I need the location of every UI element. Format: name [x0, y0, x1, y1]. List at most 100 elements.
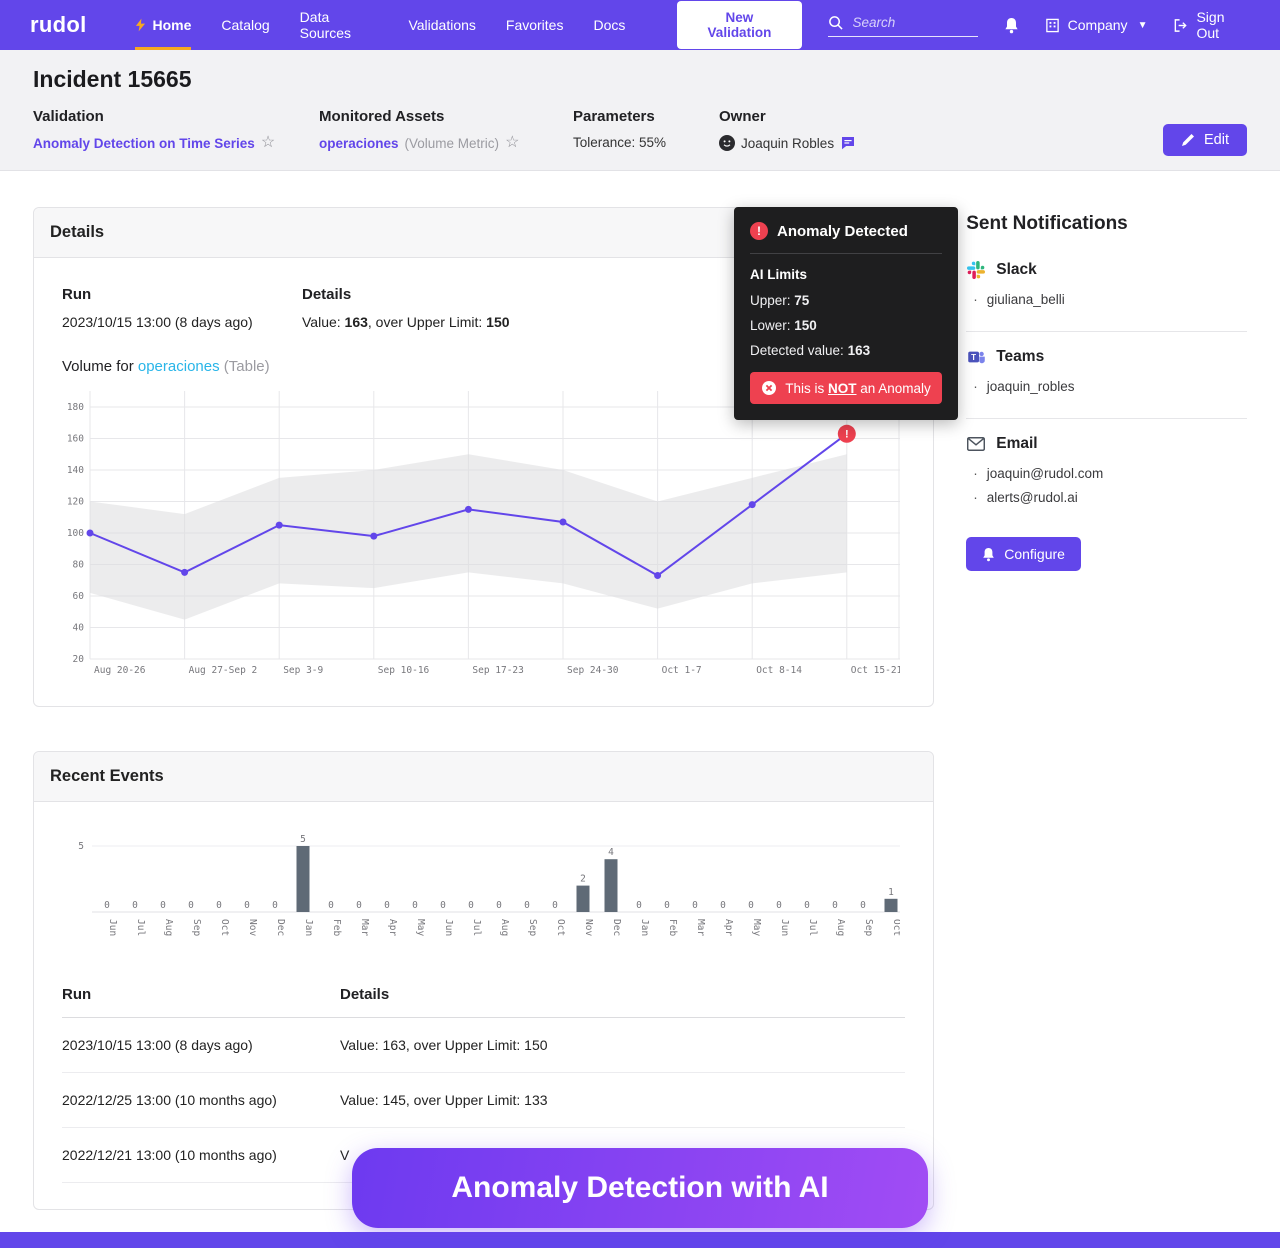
svg-text:Aug 27-Sep 2: Aug 27-Sep 2 [189, 665, 258, 676]
sign-out-button[interactable]: Sign Out [1173, 9, 1250, 41]
favorite-star-icon[interactable]: ☆ [260, 134, 276, 151]
svg-text:0: 0 [776, 900, 782, 911]
recipient: · joaquin_robles [973, 379, 1075, 394]
svg-text:0: 0 [356, 900, 362, 911]
nav-item-data-sources[interactable]: Data Sources [299, 9, 352, 41]
svg-text:160: 160 [67, 434, 84, 445]
volume-line-chart: 20 40 60 80 100 120 140 160 180 Aug 20-26 Aug 27-S… [67, 391, 900, 676]
company-menu[interactable]: Company ▼ [1045, 17, 1147, 33]
svg-text:Aug 20-26: Aug 20-26 [94, 665, 146, 676]
svg-text:100: 100 [67, 528, 84, 539]
validation-label: Validation [33, 108, 104, 125]
svg-text:Oct 1-7: Oct 1-7 [662, 665, 702, 676]
validation-field: Validation Anomaly Detection on Time Ser… [33, 108, 319, 151]
svg-text:May: May [751, 919, 762, 936]
pencil-icon [1181, 133, 1195, 147]
svg-text:Oct: Oct [891, 919, 900, 936]
svg-text:0: 0 [748, 900, 754, 911]
recent-events-title: Recent Events [34, 752, 934, 802]
search-input[interactable] [850, 13, 971, 31]
lower-limit-row: Lower: 150 [750, 318, 817, 333]
brand-logo[interactable]: rudol [30, 12, 87, 37]
table-row: 2022/12/25 13:00 (10 months ago) Value: 1… [62, 1072, 906, 1128]
ai-banner[interactable]: Anomaly Detection with AI [352, 1148, 928, 1228]
svg-text:0: 0 [804, 900, 810, 911]
parameters-label: Parameters [573, 108, 655, 125]
svg-text:Jun: Jun [443, 919, 454, 936]
svg-text:May: May [415, 919, 426, 936]
svg-text:40: 40 [73, 623, 85, 634]
monitored-assets-field: Monitored Assets operaciones (Volume Met… [319, 108, 573, 151]
nav-items: Home Catalog Data Sources Validations Favori… [134, 0, 626, 50]
favorite-star-icon[interactable]: ☆ [505, 134, 520, 151]
svg-text:Apr: Apr [387, 919, 398, 936]
svg-text:Jul: Jul [807, 919, 818, 936]
column-header-run: Run [62, 972, 340, 1018]
svg-text:180: 180 [67, 402, 84, 413]
svg-text:0: 0 [188, 900, 194, 911]
bullet: · [973, 466, 978, 481]
sign-out-label: Sign Out [1196, 9, 1225, 41]
svg-text:140: 140 [67, 465, 84, 476]
asset-type-label: (Volume Metric) [404, 135, 500, 151]
svg-text:0: 0 [412, 900, 418, 911]
chat-icon[interactable] [840, 135, 856, 151]
nav-item-favorites[interactable]: Favorites [505, 17, 564, 33]
svg-text:Aug: Aug [835, 919, 846, 936]
channel-name: Email [996, 435, 1038, 452]
validation-link[interactable]: Anomaly Detection on Time Series [33, 135, 255, 151]
svg-text:Mar: Mar [359, 919, 370, 936]
owner-name: Joaquin Robles [741, 135, 835, 151]
svg-text:0: 0 [244, 900, 250, 911]
svg-text:Sep 24-30: Sep 24-30 [567, 665, 619, 676]
sent-notifications-panel: Sent Notifications Slack · giuliana_belli T… [966, 171, 1247, 1210]
nav-item-home[interactable]: Home [134, 0, 192, 50]
svg-text:120: 120 [67, 497, 84, 508]
nav-item-validations[interactable]: Validations [408, 17, 476, 33]
operaciones-link[interactable]: operaciones [137, 358, 220, 375]
edit-button[interactable]: Edit [1163, 124, 1247, 156]
channel-name: Slack [996, 261, 1037, 278]
svg-text:Nov: Nov [583, 919, 594, 936]
svg-text:Aug: Aug [499, 919, 510, 936]
asset-link[interactable]: operaciones [319, 135, 399, 151]
svg-text:0: 0 [860, 900, 866, 911]
svg-text:0: 0 [104, 900, 110, 911]
owner-label: Owner [719, 108, 766, 125]
tooltip-title: Anomaly Detected [777, 222, 908, 240]
nav-item-docs[interactable]: Docs [593, 17, 626, 33]
configure-button[interactable]: Configure [966, 537, 1081, 571]
chart-title: Volume for operaciones (Table) [62, 358, 270, 375]
slack-icon [966, 261, 986, 279]
channel-name: Teams [996, 348, 1045, 365]
search-box[interactable] [827, 13, 978, 37]
column-header-details: Details [340, 972, 906, 1018]
events-bar-chart: 5 0 Jun 0 Jul 0 Aug 0 Sep 0 Oct 0 Nov 0 Dec 5 Jan 0 Feb 0 Ma… [78, 834, 900, 936]
svg-text:Jul: Jul [135, 919, 146, 936]
new-validation-button[interactable]: New Validation [677, 1, 802, 49]
svg-text:0: 0 [384, 900, 390, 911]
svg-text:Oct: Oct [219, 919, 230, 936]
recent-events-card: Recent Events 5 0 Jun 0 Jul 0 Aug 0 Sep 0 Oct 0 Nov 0… [33, 751, 935, 1210]
details-value: Value: 163, over Upper Limit: 150 [302, 314, 510, 330]
recipient: · giuliana_belli [973, 292, 1065, 307]
svg-text:Feb: Feb [667, 919, 678, 936]
bolt-icon [135, 18, 146, 32]
not-anomaly-button[interactable]: This is NOT an Anomaly [750, 372, 942, 404]
nav-item-catalog[interactable]: Catalog [221, 17, 270, 33]
svg-text:Dec: Dec [611, 919, 622, 936]
svg-text:Jan: Jan [639, 919, 650, 936]
bullet: · [973, 292, 978, 307]
svg-text:!: ! [845, 428, 849, 440]
svg-text:0: 0 [216, 900, 222, 911]
svg-text:4: 4 [608, 847, 614, 858]
details-field: Details Value: 163, over Upper Limit: 15… [302, 286, 510, 330]
page-title: Incident 15665 [33, 66, 192, 92]
notifications-bell-icon[interactable] [1004, 17, 1019, 34]
svg-text:Oct: Oct [555, 919, 566, 936]
svg-text:0: 0 [636, 900, 642, 911]
svg-text:Sep: Sep [191, 919, 202, 936]
svg-text:0: 0 [664, 900, 670, 911]
svg-text:Sep 17-23: Sep 17-23 [472, 665, 523, 676]
bell-icon [982, 547, 995, 562]
